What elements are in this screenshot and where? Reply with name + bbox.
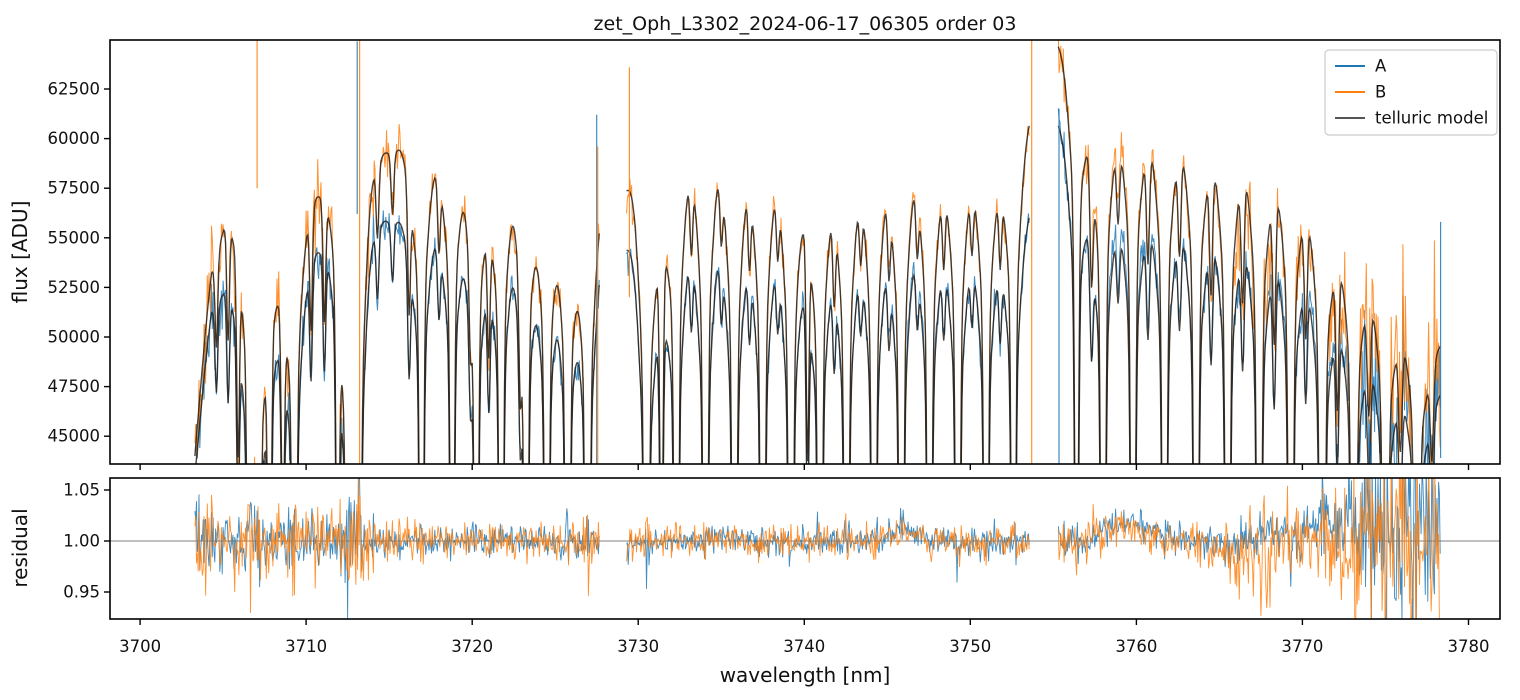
flux-series-B-segment-3	[1057, 40, 1441, 464]
telluric-model-B-segment-1	[194, 149, 600, 464]
x-tick-label: 3740	[783, 637, 825, 656]
x-tick-label: 3700	[119, 637, 161, 656]
residual-panel-data	[194, 478, 1441, 619]
residual-y-axis-label: residual	[8, 508, 32, 587]
flux-y-axis-label: flux [ADU]	[8, 201, 32, 304]
legend-label: B	[1375, 83, 1386, 102]
x-axis-label: wavelength [nm]	[720, 663, 891, 687]
flux-y-tick-label: 57500	[48, 179, 101, 198]
telluric-model-B-segment-2	[626, 125, 1030, 464]
flux-y-tick-label: 45000	[48, 427, 101, 446]
residual-series-B-segment-3	[1057, 478, 1440, 619]
x-tick-label: 3780	[1448, 637, 1490, 656]
telluric-model-A-segment-2	[626, 217, 1030, 464]
x-tick-label: 3750	[949, 637, 991, 656]
x-tick-label: 3710	[285, 637, 327, 656]
telluric-model-A-segment-1	[195, 220, 600, 464]
flux-series-B-segment-1	[194, 124, 600, 464]
x-tick-label: 3720	[451, 637, 493, 656]
residual-series-A-segment-2	[626, 507, 1030, 589]
axes-frames-and-ticks: 3700 3710 3720 3730 3740 3750 3760 3770 3780 4500…	[48, 39, 1501, 656]
x-tick-label: 3770	[1281, 637, 1323, 656]
legend-label: A	[1375, 57, 1387, 76]
flux-y-tick-label: 50000	[48, 328, 101, 347]
chart-title: zet_Oph_L3302_2024-06-17_06305 order 03	[594, 13, 1017, 35]
x-tick-label: 3730	[617, 637, 659, 656]
telluric-model-B-segment-3	[1057, 46, 1441, 464]
residual-series-B-segment-1	[194, 478, 600, 614]
flux-y-tick-label: 60000	[48, 129, 101, 148]
residual-series-B-segment-2	[626, 513, 1030, 568]
flux-y-tick-label: 55000	[48, 228, 101, 247]
residual-y-tick-label: 0.95	[63, 583, 100, 602]
flux-y-tick-label: 62500	[48, 80, 101, 99]
flux-series-B-segment-2	[626, 125, 1030, 464]
flux-panel-data	[194, 40, 1442, 464]
residual-y-tick-label: 1.00	[63, 532, 100, 551]
legend-label: telluric model	[1375, 109, 1488, 128]
telluric-model-A-segment-3	[1057, 125, 1441, 464]
flux-y-tick-label: 52500	[48, 278, 101, 297]
flux-y-tick-label: 47500	[48, 377, 101, 396]
residual-y-tick-label: 1.05	[63, 481, 100, 500]
legend-box	[1324, 49, 1498, 136]
x-tick-label: 3760	[1115, 637, 1157, 656]
